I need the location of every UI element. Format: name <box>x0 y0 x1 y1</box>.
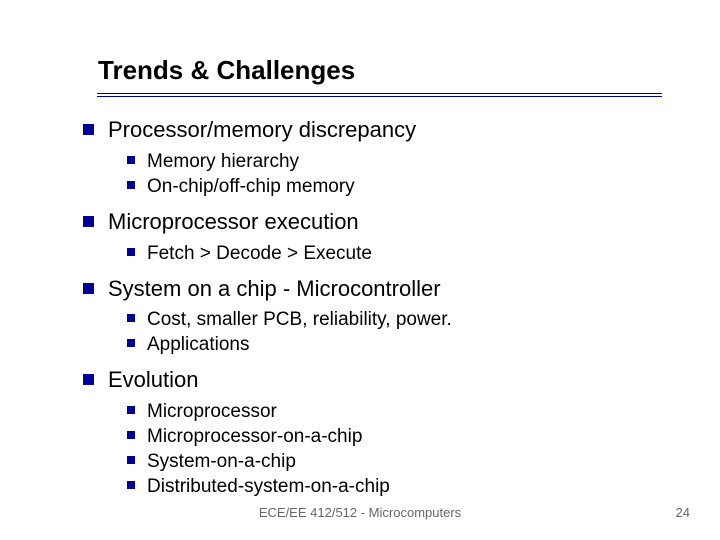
item-text: System-on-a-chip <box>147 451 296 472</box>
item-text: Applications <box>147 334 249 355</box>
item-text: Microprocessor execution <box>108 209 359 234</box>
list-item: Cost, smaller PCB, reliability, power. <box>127 307 680 332</box>
bullet-list-lvl2: Cost, smaller PCB, reliability, power. A… <box>127 307 680 357</box>
list-item: Microprocessor execution Fetch > Decode … <box>83 207 680 266</box>
footer-course-label: ECE/EE 412/512 - Microcomputers <box>0 505 720 520</box>
bullet-list-lvl2: Microprocessor Microprocessor-on-a-chip … <box>127 399 680 499</box>
square-bullet-icon <box>127 339 135 347</box>
square-bullet-icon <box>127 248 135 256</box>
square-bullet-icon <box>127 181 135 189</box>
list-item: Memory hierarchy <box>127 149 680 174</box>
square-bullet-icon <box>83 374 94 385</box>
item-text: Processor/memory discrepancy <box>108 117 416 142</box>
bullet-list-lvl1: Processor/memory discrepancy Memory hier… <box>83 115 680 499</box>
square-bullet-icon <box>127 156 135 164</box>
square-bullet-icon <box>127 481 135 489</box>
list-item: Processor/memory discrepancy Memory hier… <box>83 115 680 199</box>
list-item: Distributed-system-on-a-chip <box>127 474 680 499</box>
square-bullet-icon <box>83 124 94 135</box>
square-bullet-icon <box>127 431 135 439</box>
item-text: Cost, smaller PCB, reliability, power. <box>147 309 452 330</box>
slide: Trends & Challenges Processor/memory dis… <box>0 0 720 540</box>
slide-title: Trends & Challenges <box>98 55 355 86</box>
bullet-list-lvl2: Fetch > Decode > Execute <box>127 241 680 266</box>
list-item: System on a chip - Microcontroller Cost,… <box>83 274 680 358</box>
item-text: Microprocessor-on-a-chip <box>147 426 362 447</box>
square-bullet-icon <box>83 216 94 227</box>
list-item: Microprocessor-on-a-chip <box>127 424 680 449</box>
item-text: System on a chip - Microcontroller <box>108 276 441 301</box>
slide-content: Processor/memory discrepancy Memory hier… <box>83 115 680 507</box>
item-text: Microprocessor <box>147 401 277 422</box>
list-item: On-chip/off-chip memory <box>127 174 680 199</box>
list-item: Evolution Microprocessor Microprocessor-… <box>83 365 680 499</box>
footer-page-number: 24 <box>676 505 690 520</box>
square-bullet-icon <box>83 283 94 294</box>
bullet-list-lvl2: Memory hierarchy On-chip/off-chip memory <box>127 149 680 199</box>
item-text: Fetch > Decode > Execute <box>147 243 372 264</box>
square-bullet-icon <box>127 456 135 464</box>
title-underline <box>97 93 662 96</box>
item-text: Distributed-system-on-a-chip <box>147 476 390 497</box>
list-item: Microprocessor <box>127 399 680 424</box>
square-bullet-icon <box>127 314 135 322</box>
item-text: Memory hierarchy <box>147 151 299 172</box>
item-text: On-chip/off-chip memory <box>147 176 355 197</box>
list-item: System-on-a-chip <box>127 449 680 474</box>
list-item: Fetch > Decode > Execute <box>127 241 680 266</box>
item-text: Evolution <box>108 367 199 392</box>
list-item: Applications <box>127 332 680 357</box>
square-bullet-icon <box>127 406 135 414</box>
